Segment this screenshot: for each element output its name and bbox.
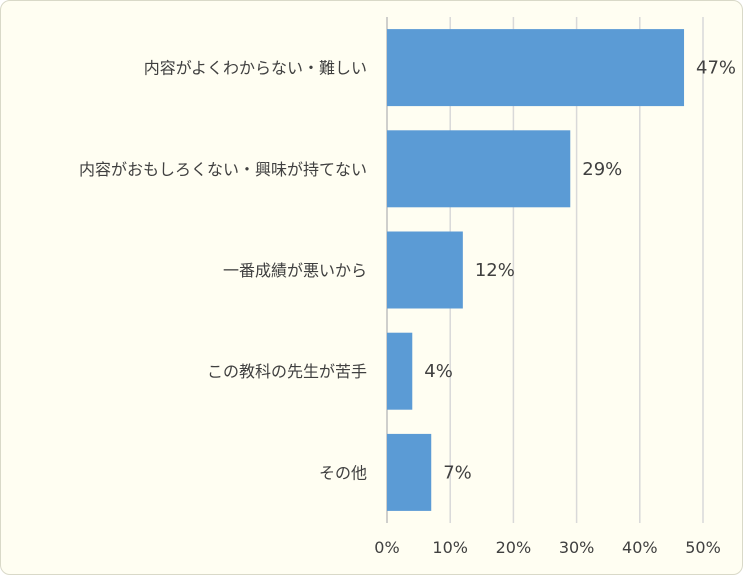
labels: 0% 10% 20% 30% 40% 50% 47% 内容がよくわからない・難しい 29% 内容が… (79, 58, 736, 557)
category-label: その他 (319, 463, 367, 482)
data-label: 12% (475, 260, 515, 281)
x-tick-label: 40% (622, 538, 658, 557)
data-label: 29% (582, 159, 622, 180)
data-label: 7% (443, 462, 472, 483)
x-tick-label: 10% (432, 538, 468, 557)
bar (387, 130, 571, 208)
data-label: 4% (424, 361, 453, 382)
bars (387, 29, 685, 511)
data-label: 47% (696, 58, 736, 79)
category-label: 内容がよくわからない・難しい (144, 59, 367, 78)
bar (387, 433, 432, 511)
category-label: 一番成績が悪いから (223, 261, 367, 280)
x-tick-label: 20% (496, 538, 532, 557)
bar (387, 332, 413, 410)
category-label: 内容がおもしろくない・興味が持てない (79, 160, 367, 179)
x-tick-label: 50% (685, 538, 721, 557)
bar (387, 231, 463, 309)
x-tick-label: 0% (374, 538, 399, 557)
category-label: この教科の先生が苦手 (207, 362, 367, 381)
bar (387, 29, 685, 107)
x-tick-label: 30% (559, 538, 595, 557)
